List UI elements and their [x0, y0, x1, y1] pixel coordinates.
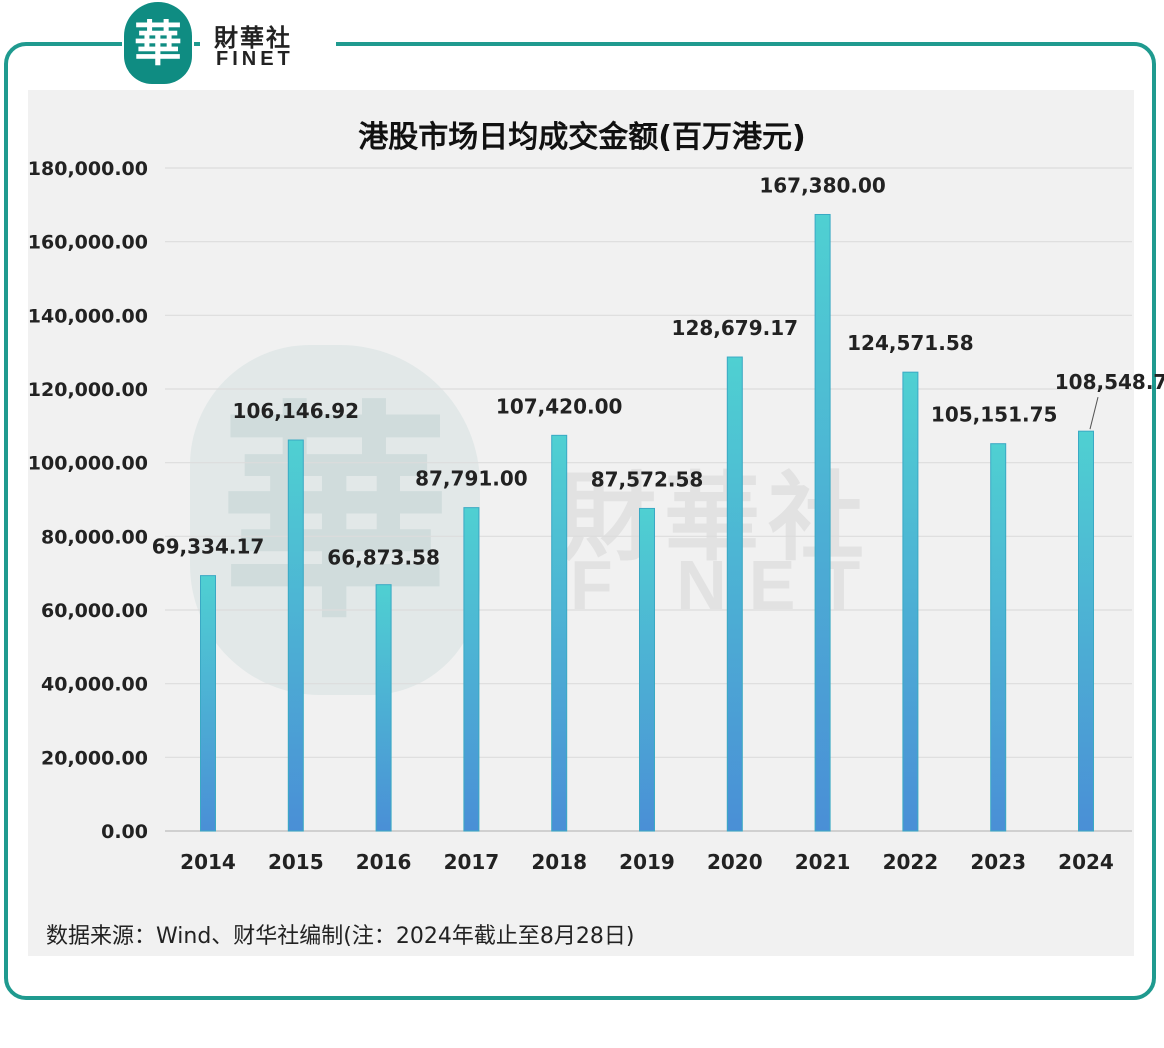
bar-2021 [814, 213, 831, 832]
brand-logo-text: 財華社 FINET [200, 18, 336, 74]
value-labels: 69,334.17 106,146.92 66,873.58 87,791.00 107… [152, 173, 1164, 569]
x-tick-label: 2015 [268, 850, 324, 874]
bar-2024 [1078, 430, 1094, 832]
bar-2022 [902, 371, 919, 832]
value-label-2023: 105,151.75 [931, 403, 1058, 427]
value-label-2024: 108,548.71 [1055, 370, 1164, 394]
y-tick-label: 20,000.00 [41, 747, 148, 769]
seal-char: 華 [134, 16, 182, 72]
bar-2018 [551, 434, 568, 832]
x-tick-label: 2022 [883, 850, 939, 874]
y-tick-label: 0.00 [101, 821, 148, 843]
y-tick-label: 100,000.00 [28, 453, 148, 475]
y-tick-label: 80,000.00 [41, 526, 148, 548]
x-tick-label: 2018 [531, 850, 587, 874]
bar-2020 [726, 356, 743, 832]
chart-title: 港股市场日均成交金额(百万港元) [358, 120, 806, 155]
watermark-name-en: FINET [570, 546, 883, 624]
value-label-2019: 87,572.58 [591, 467, 704, 491]
bar-2016 [375, 584, 392, 832]
y-tick-label: 180,000.00 [28, 158, 148, 180]
x-tick-label: 2021 [795, 850, 851, 874]
y-tick-label: 140,000.00 [28, 305, 148, 327]
value-label-2014: 69,334.17 [152, 535, 265, 559]
x-tick-label: 2024 [1058, 850, 1114, 874]
x-tick-label: 2023 [970, 850, 1026, 874]
x-tick-label: 2017 [444, 850, 500, 874]
y-tick-label: 160,000.00 [28, 232, 148, 254]
value-label-2017: 87,791.00 [415, 467, 528, 491]
bar-2023 [990, 443, 1007, 832]
bar-2017 [463, 507, 480, 832]
brand-name-en: FINET [216, 48, 294, 70]
bar-2014 [200, 575, 216, 832]
source-note: 数据来源：Wind、财华社编制(注：2024年截止至8月28日) [46, 924, 635, 949]
value-label-2016: 66,873.58 [327, 546, 440, 570]
value-label-2020: 128,679.17 [672, 316, 799, 340]
x-tick-label: 2016 [356, 850, 412, 874]
x-tick-label: 2014 [180, 850, 236, 874]
value-label-2015: 106,146.92 [233, 399, 360, 423]
bar-2015 [287, 439, 304, 832]
brand-logo-seal: 華 [122, 0, 194, 86]
brand-name-cn: 財華社 [214, 24, 292, 52]
x-axis: 2014 2015 2016 2017 2018 2019 2020 2021 2022 2023… [180, 850, 1114, 874]
bars [200, 213, 1094, 832]
y-axis: 0.00 20,000.00 40,000.00 60,000.00 80,000.00… [28, 158, 148, 843]
leader-line [1089, 397, 1099, 430]
x-tick-label: 2020 [707, 850, 763, 874]
seal-icon: 華 [124, 2, 192, 84]
y-tick-label: 120,000.00 [28, 379, 148, 401]
gridlines [165, 167, 1132, 832]
value-label-2021: 167,380.00 [759, 173, 886, 197]
y-tick-label: 40,000.00 [41, 674, 148, 696]
y-tick-label: 60,000.00 [41, 600, 148, 622]
watermark-seal-char: 華 [220, 380, 450, 650]
value-label-2022: 124,571.58 [847, 331, 974, 355]
x-tick-label: 2019 [619, 850, 675, 874]
watermark-name-cn: 財華社 [560, 462, 872, 574]
watermark-seal: 華 [190, 345, 480, 695]
value-label-2018: 107,420.00 [496, 394, 623, 418]
bar-2019 [639, 507, 655, 832]
